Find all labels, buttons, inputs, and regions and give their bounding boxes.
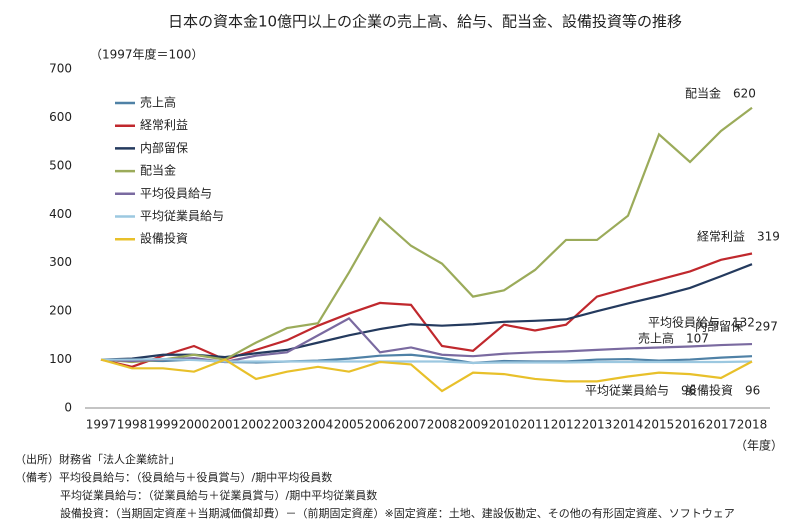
x-tick-label: 1999 (148, 418, 179, 432)
series-line (100, 263, 753, 361)
legend-label: 配当金 (140, 163, 176, 178)
x-tick-label: 2010 (489, 418, 520, 432)
legend-label: 売上高 (140, 95, 176, 110)
legend-label: 平均役員給与 (140, 185, 212, 200)
x-tick-label: 2011 (520, 418, 551, 432)
x-tick-label: 2007 (396, 418, 427, 432)
x-tick-label: 1997 (86, 418, 117, 432)
x-tick-label: 2006 (365, 418, 396, 432)
x-tick-label: 2009 (458, 418, 489, 432)
y-tick-label: 700 (49, 62, 72, 76)
x-tick-label: 1998 (117, 418, 148, 432)
annotation: 配当金 620 (685, 86, 756, 101)
x-axis-label: （年度） (735, 438, 783, 453)
annotation: 内部留保 297 (695, 319, 778, 334)
y-tick-label: 0 (64, 401, 72, 415)
x-tick-label: 2016 (675, 418, 706, 432)
note: 設備投資：（当期固定資産＋当期減価償却費）－（前期固定資産）※固定資産：土地、建… (60, 506, 735, 520)
annotation: 平均役員給与 132 (648, 315, 755, 330)
x-tick-label: 2018 (737, 418, 768, 432)
x-tick-label: 2008 (427, 418, 458, 432)
x-tick-label: 2015 (644, 418, 675, 432)
y-tick-label: 300 (49, 255, 72, 269)
x-tick-label: 2005 (334, 418, 365, 432)
x-tick-label: 2004 (303, 418, 334, 432)
x-tick-label: 2000 (179, 418, 210, 432)
y-tick-label: 400 (49, 207, 72, 221)
note: 平均従業員給与：（従業員給与＋従業員賞与）/期中平均従業員数 (60, 488, 377, 502)
annotation: 設備投資 96 (685, 383, 760, 398)
series-line (100, 358, 753, 393)
x-tick-label: 2001 (210, 418, 241, 432)
note: （備考）平均役員給与：（役員給与＋役員賞与）/期中平均役員数 (15, 470, 332, 484)
legend-label: 平均従業員給与 (140, 209, 224, 223)
note: （出所）財務省「法人企業統計」 (15, 452, 180, 466)
annotation: 経常利益 319 (697, 230, 780, 244)
chart-title: 日本の資本金10億円以上の企業の売上高、給与、配当金、設備投資等の推移 (168, 13, 682, 31)
annotation: 売上高 107 (638, 331, 709, 346)
x-tick-label: 2014 (613, 418, 644, 432)
legend-label: 経常利益 (140, 118, 188, 132)
y-tick-label: 100 (49, 352, 72, 366)
y-tick-label: 200 (49, 304, 72, 318)
series-line (101, 357, 753, 365)
x-tick-label: 2017 (706, 418, 737, 432)
x-tick-label: 2013 (582, 418, 613, 432)
y-tick-label: 600 (49, 110, 72, 124)
x-tick-label: 2003 (272, 418, 303, 432)
subtitle: （1997年度＝100） (90, 47, 203, 62)
x-tick-label: 2002 (241, 418, 272, 432)
y-tick-label: 500 (49, 158, 72, 172)
x-tick-label: 2012 (551, 418, 582, 432)
annotation: 平均従業員給与 96 (585, 384, 696, 398)
legend-label: 内部留保 (140, 140, 188, 155)
series-line (100, 106, 753, 364)
series-line (100, 252, 753, 368)
legend-label: 設備投資 (140, 231, 188, 246)
